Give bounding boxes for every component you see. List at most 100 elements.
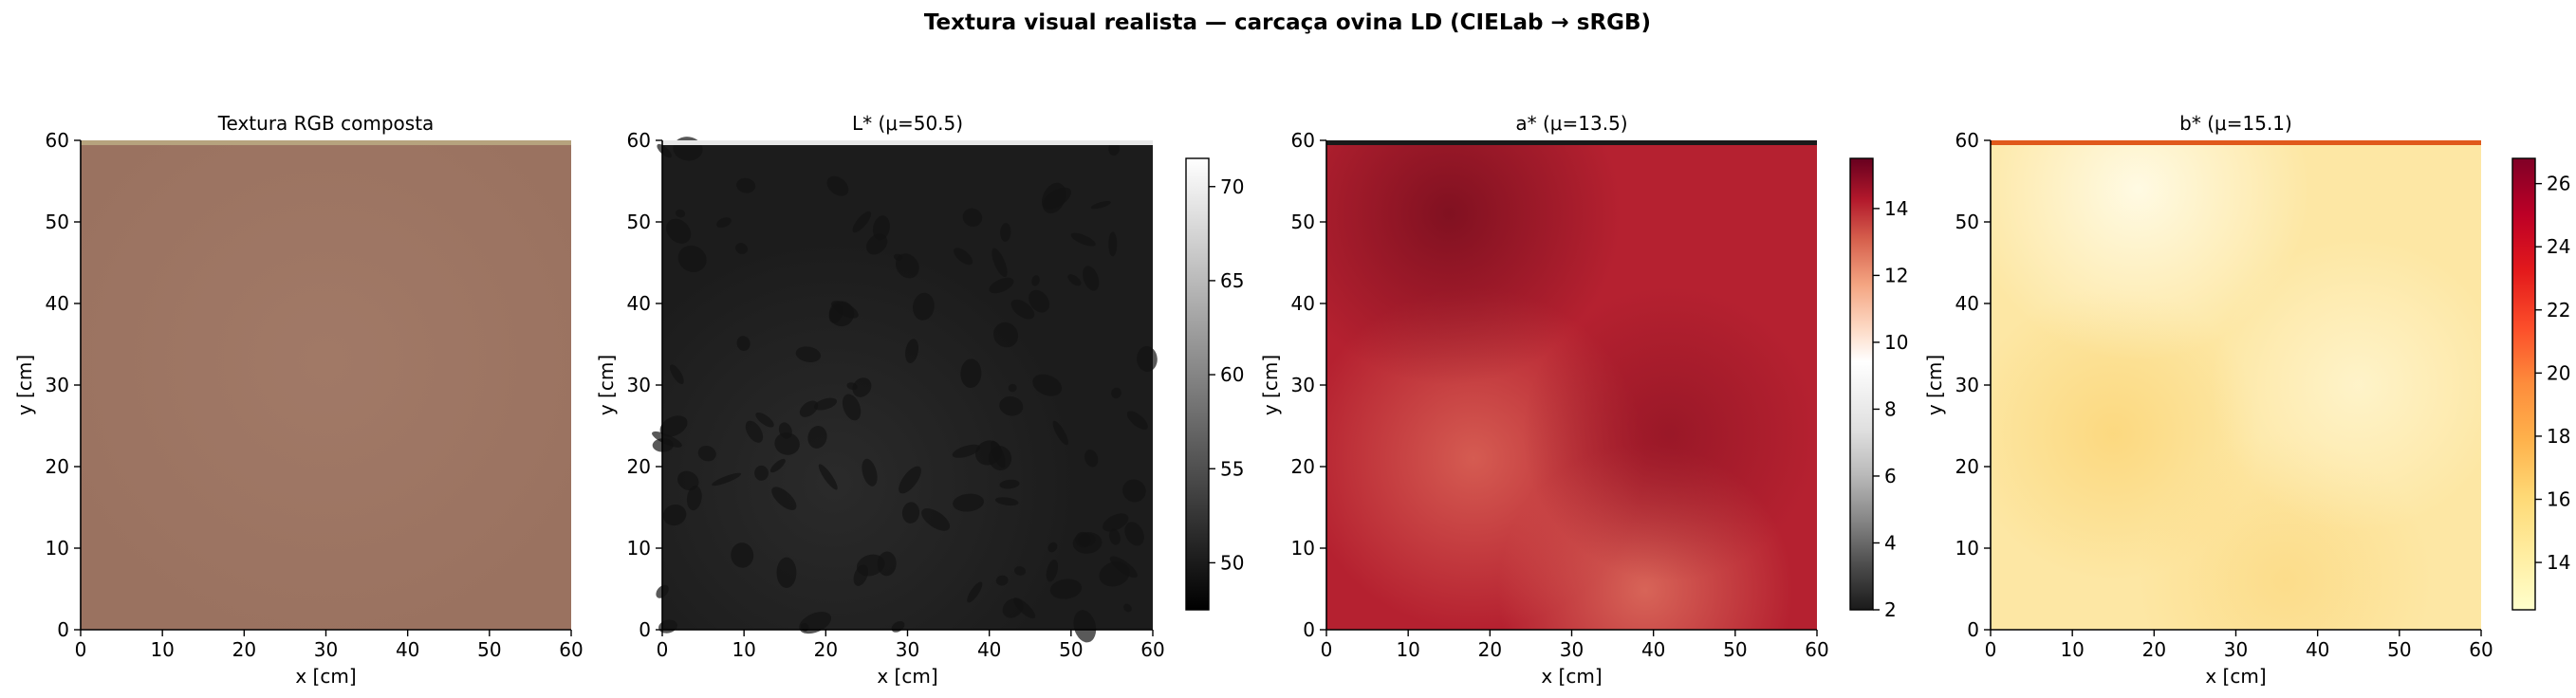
texture-speckle: [736, 177, 756, 193]
y-tick-label: 10: [1955, 537, 1979, 560]
texture-speckle: [895, 253, 919, 279]
colorbar: 2 4 6 8 10 12 14: [1849, 157, 1908, 621]
texture-speckle: [962, 208, 983, 227]
panel-title: b* (μ=15.1): [2179, 112, 2292, 135]
colorbar-tick-label: 8: [1884, 397, 1897, 420]
y-tick-label: 50: [627, 211, 651, 233]
x-tick-label: 60: [1805, 638, 1828, 661]
texture-speckle: [967, 581, 983, 603]
x-tick-label: 60: [2469, 638, 2493, 661]
texture-speckle: [754, 465, 769, 481]
texture-speckle: [901, 502, 920, 524]
texture-speckle: [776, 557, 797, 588]
y-tick-label: 60: [1955, 129, 1979, 152]
colorbar-scale: [2511, 157, 2536, 611]
texture-speckle: [734, 243, 749, 254]
x-tick-label: 0: [1985, 638, 1997, 661]
x-tick-label: 50: [477, 638, 501, 661]
texture-speckle: [866, 233, 888, 255]
y-tick-label: 10: [627, 537, 651, 560]
texture-speckle: [1000, 223, 1011, 242]
y-tick-label: 30: [1291, 374, 1315, 396]
colorbar-tick-label: 24: [2547, 235, 2570, 258]
x-tick-label: 50: [2387, 638, 2411, 661]
texture-speckle: [905, 339, 919, 363]
texture-speckle: [826, 175, 849, 196]
x-tick-label: 10: [732, 638, 755, 661]
y-tick-label: 30: [46, 374, 69, 396]
x-tick-label: 20: [232, 638, 256, 661]
colorbar-tick-label: 4: [1884, 531, 1897, 554]
colorbar-tick-label: 22: [2547, 299, 2570, 321]
panel-title: Textura RGB composta: [217, 112, 435, 135]
colorbar-tick-label: 65: [1220, 269, 1244, 292]
x-tick-label: 60: [559, 638, 583, 661]
texture-speckle: [1109, 556, 1138, 579]
y-tick-label: 0: [57, 618, 69, 641]
texture-speckle: [842, 394, 862, 421]
texture-overlay: [1991, 140, 2481, 630]
colorbar-tick-label: 14: [1884, 197, 1908, 220]
texture-speckle: [769, 458, 786, 473]
colorbar-tick-label: 10: [1884, 331, 1908, 354]
colorbar-tick-label: 16: [2547, 487, 2570, 510]
texture-speckle: [1137, 346, 1158, 373]
texture-speckle: [774, 432, 800, 455]
texture-speckle: [852, 211, 872, 233]
colorbar-tick-label: 2: [1884, 598, 1897, 621]
texture-speckle: [697, 445, 716, 462]
texture-speckle: [899, 466, 921, 494]
x-tick-label: 40: [977, 638, 1001, 661]
y-tick-label: 40: [1291, 292, 1315, 315]
texture-speckle: [662, 504, 687, 526]
x-axis-label: x [cm]: [295, 665, 356, 688]
texture-speckle: [852, 377, 872, 397]
texture-speckle: [1084, 449, 1099, 468]
x-tick-label: 20: [2142, 638, 2166, 661]
x-tick-label: 30: [896, 638, 919, 661]
texture-speckle: [1052, 420, 1068, 446]
texture-speckle: [1090, 200, 1111, 210]
colorbar-tick-label: 26: [2547, 173, 2570, 195]
y-tick-label: 60: [1291, 129, 1315, 152]
x-tick-label: 0: [75, 638, 87, 661]
y-tick-label: 0: [1967, 618, 1979, 641]
x-tick-label: 50: [1723, 638, 1747, 661]
x-tick-label: 60: [1140, 638, 1164, 661]
texture-speckle: [999, 395, 1024, 416]
texture-speckle: [1029, 289, 1050, 313]
texture-speckle: [795, 346, 822, 362]
y-tick-label: 40: [627, 292, 651, 315]
y-tick-label: 40: [1955, 292, 1979, 315]
x-tick-label: 40: [2306, 638, 2329, 661]
texture-overlay: [1326, 140, 1817, 630]
texture-speckle: [731, 542, 754, 568]
x-tick-label: 20: [814, 638, 838, 661]
texture-speckle: [818, 464, 838, 490]
texture-speckle: [1126, 411, 1148, 430]
texture-speckle: [921, 508, 951, 531]
texture-speckle: [799, 400, 819, 417]
x-tick-label: 10: [2060, 638, 2084, 661]
x-tick-label: 10: [1396, 638, 1419, 661]
texture-speckle: [1123, 603, 1132, 613]
texture-speckle: [659, 415, 688, 437]
texture-speckle: [1078, 533, 1096, 547]
x-tick-label: 30: [314, 638, 338, 661]
texture-speckle: [1014, 566, 1027, 576]
texture-speckle: [828, 304, 843, 323]
texture-speckle: [676, 209, 686, 218]
texture-speckle: [677, 245, 707, 272]
texture-speckle: [974, 440, 1002, 466]
texture-speckle: [1108, 528, 1121, 545]
texture-speckle: [994, 497, 1019, 506]
texture-speckle: [1043, 187, 1072, 210]
texture-speckle: [771, 487, 797, 510]
texture-speckle: [1010, 299, 1035, 320]
x-axis-label: x [cm]: [1541, 665, 1602, 688]
x-axis-label: x [cm]: [877, 665, 937, 688]
texture-speckle: [736, 336, 751, 351]
texture-speckle: [1047, 542, 1058, 553]
top-edge-band: [662, 140, 1153, 145]
panel-title: a* (μ=13.5): [1515, 112, 1627, 135]
